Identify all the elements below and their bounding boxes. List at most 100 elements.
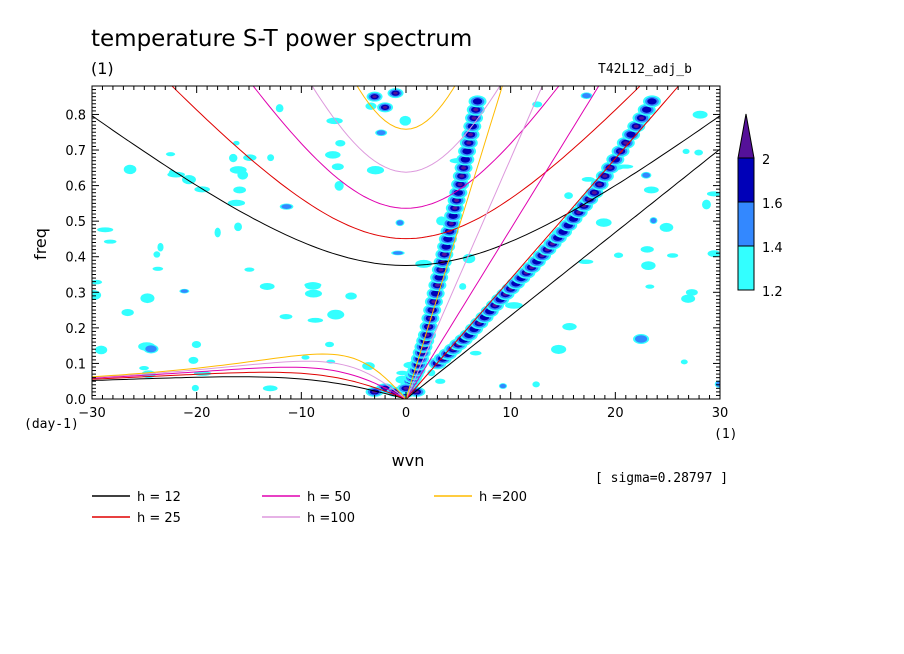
power-contour [267,154,275,162]
power-contour [564,192,573,199]
power-contour [499,383,507,389]
power-contour [595,218,612,227]
power-contour [471,116,477,120]
dispersion-curve-50 [92,366,407,399]
power-contour [469,350,482,356]
x-tick-label: −30 [78,406,105,421]
power-contour [372,95,377,99]
power-contour [634,335,648,343]
power-contour [623,141,629,145]
power-contour [472,98,483,105]
power-contour [591,191,597,195]
power-contour [685,289,698,296]
power-contour [435,378,446,384]
power-contour [443,235,453,243]
y-tick-label: 0.7 [65,144,86,159]
legend-label: h =100 [307,511,355,526]
power-contour [233,140,240,146]
power-contour [650,217,657,224]
power-contour [123,164,137,175]
x-tick-label: 0 [402,406,410,421]
run-label: T42L12_adj_b [598,62,692,77]
colorbar-bin [737,157,755,203]
x-tick-label: 20 [607,406,624,421]
power-contour [460,156,470,163]
x-tick-label: −20 [183,406,210,421]
power-contour [642,106,652,113]
power-contour [403,386,409,390]
power-contour [92,279,103,285]
power-contour [581,176,595,182]
power-contour [182,174,196,185]
colorbar-label: 1.2 [762,285,783,300]
x-tick-label: 30 [712,406,729,421]
y-tick-label: 0.2 [65,322,86,337]
sigma-label: [ sigma=0.28797 ] [595,471,728,486]
dispersion-curve-12 [92,115,720,267]
y-axis: 0.0 0.1 0.2 0.3 0.4 0.5 0.6 0.7 0.8 [65,85,720,408]
power-contour [466,141,472,145]
power-contour [153,251,161,258]
power-contour [191,384,199,392]
power-contour [305,282,321,290]
power-contour [393,91,398,95]
power-contour [633,124,639,128]
y-tick-label: 0.5 [65,215,86,230]
power-contour [457,182,463,187]
power-contour [392,251,404,255]
power-contour [188,356,199,364]
power-contour [681,294,696,303]
power-contour [237,170,249,180]
power-contour [301,355,310,360]
power-contour [334,180,344,191]
power-contour [382,105,388,109]
power-contour [214,227,221,238]
power-contour [576,210,582,214]
power-contour [666,253,679,258]
power-contour [152,266,164,271]
x-axis: −30 −20 −10 0 10 20 30 [78,86,728,421]
dispersion-curves [92,86,720,399]
power-contour [345,292,357,300]
legend-label: h = 12 [137,490,181,505]
power-contour [326,117,343,125]
power-contour [459,174,465,178]
power-contour [613,252,624,258]
y-tick-label: 0.0 [65,393,86,408]
power-contour [647,98,657,105]
power-contour [92,290,102,301]
y-axis-label: freq [31,228,50,260]
power-contour [582,93,591,99]
power-contour [307,317,324,323]
power-contour [602,174,608,178]
power-contour [259,282,275,290]
x-units: (1) [714,427,737,442]
power-contour [376,130,386,136]
power-contours [92,88,720,398]
power-contour [706,191,720,197]
dispersion-curve-200 [356,86,456,130]
power-contour [325,341,335,348]
colorbar: 1.2 1.4 1.6 2 [737,113,783,300]
chart-title: temperature S-T power spectrum [91,26,472,52]
power-contour [682,148,690,155]
power-contour [638,116,645,120]
x-tick-label: −10 [288,406,315,421]
dispersion-curve-12 [405,148,720,399]
colorbar-label: 1.4 [762,241,783,256]
power-contour [659,222,674,232]
colorbar-bin [737,201,755,247]
power-contour [243,154,257,161]
power-contour [262,385,278,392]
colorbar-label: 1.6 [762,197,783,212]
power-contour [461,166,467,170]
y-tick-label: 0.6 [65,180,86,195]
power-contour [275,104,284,113]
power-contour [505,302,523,309]
power-contour [643,186,659,194]
power-contour [551,344,567,354]
power-contour [462,148,472,155]
dispersion-curve-25 [92,371,407,399]
power-contour [157,242,164,252]
